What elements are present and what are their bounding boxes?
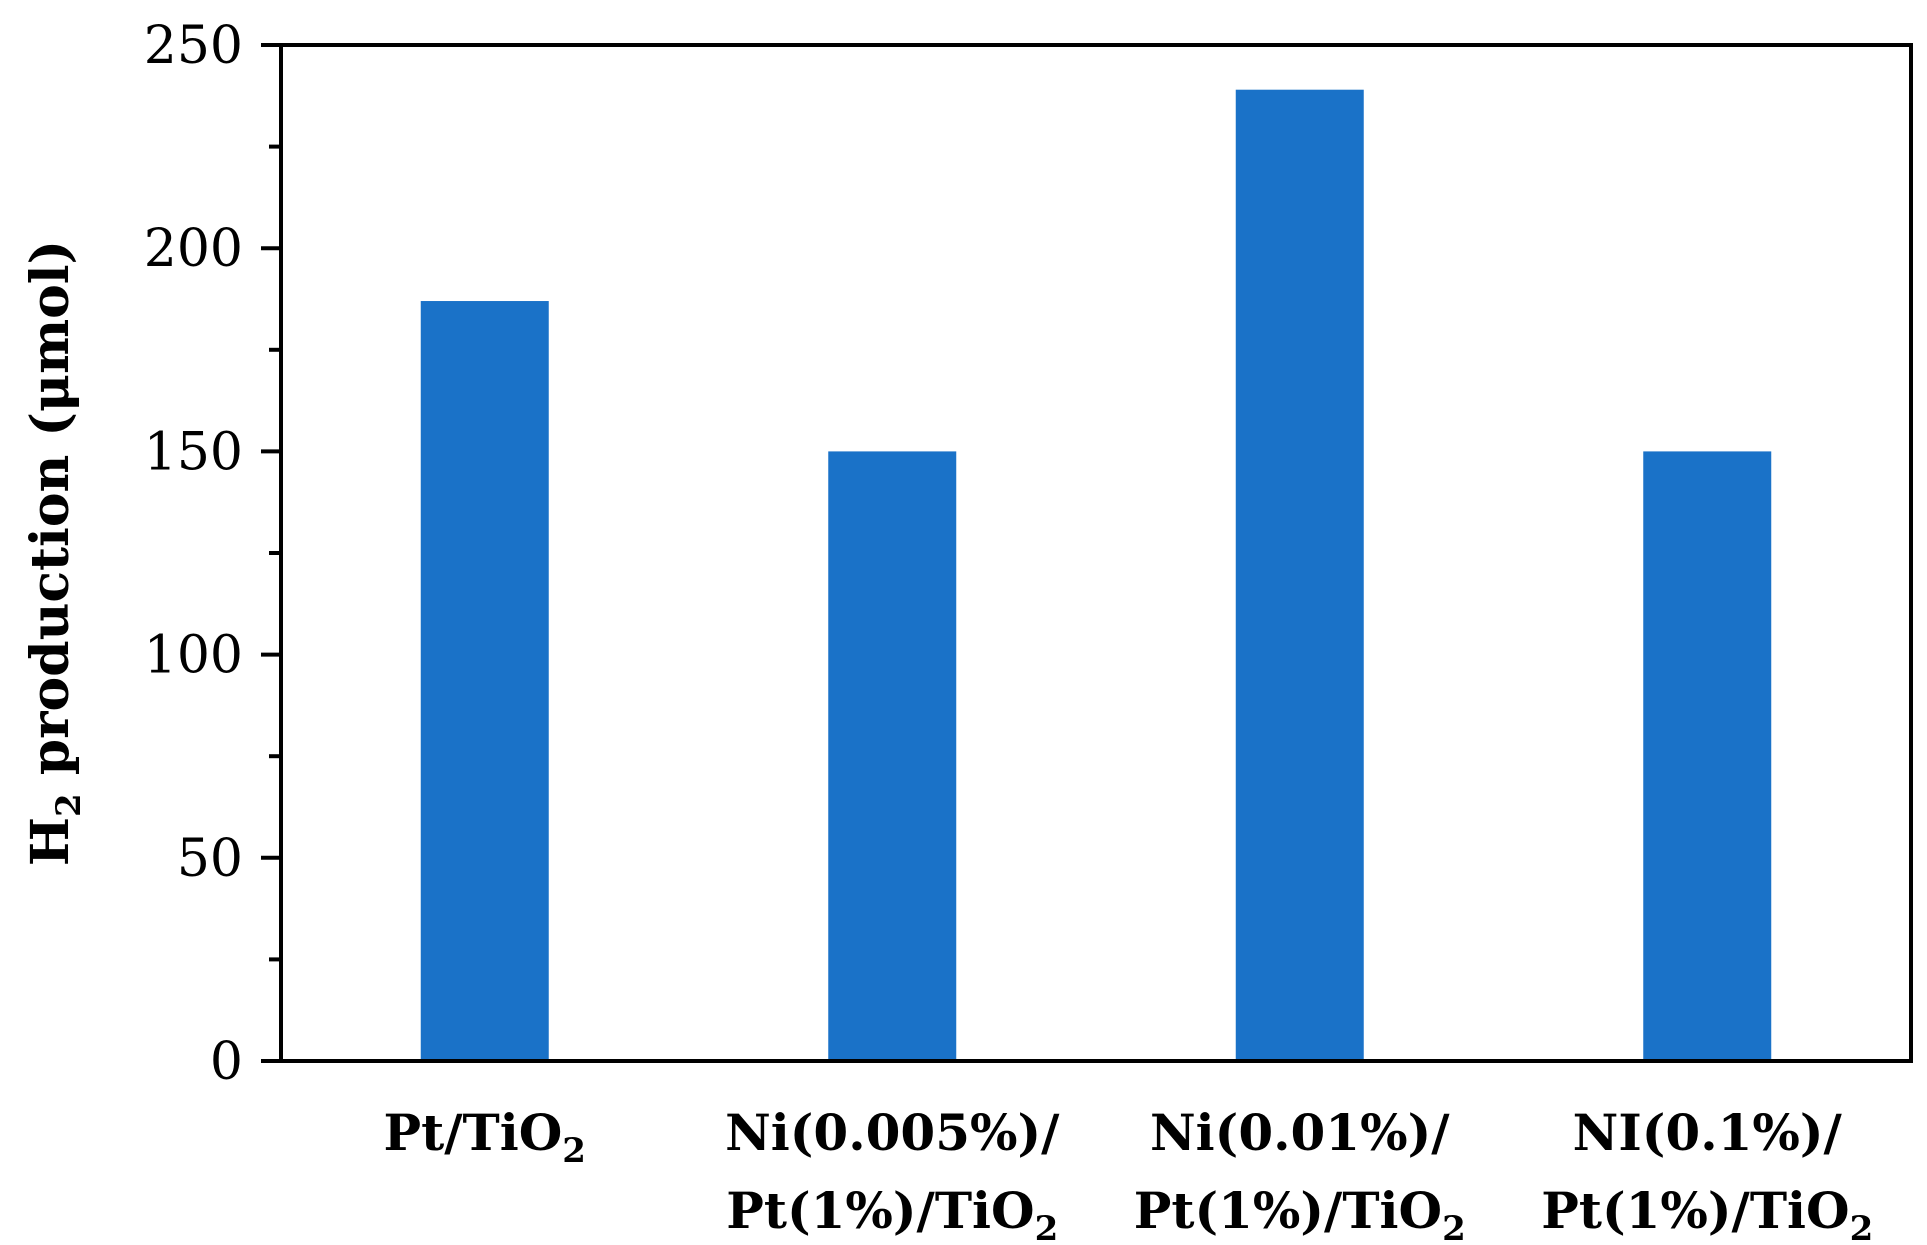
y-axis-label-group: H2 production (μmol) — [20, 240, 89, 866]
bar-2 — [1235, 89, 1364, 1062]
x-category-label-0: Pt/TiO2 — [384, 1103, 586, 1171]
y-axis-label: H2 production (μmol) — [20, 240, 89, 866]
x-label-line1: Ni(0.01%)/ — [1150, 1103, 1450, 1162]
x-label-line1: Pt/TiO2 — [384, 1103, 586, 1171]
y-tick-label: 0 — [210, 1032, 243, 1092]
x-category-label-2: Ni(0.01%)/ Pt(1%)/TiO2 — [1134, 1103, 1466, 1245]
x-category-label-3: NI(0.1%)/ Pt(1%)/TiO2 — [1541, 1103, 1873, 1245]
x-label-line2: Pt(1%)/TiO2 — [726, 1181, 1058, 1245]
x-label-line1: Ni(0.005%)/ — [725, 1103, 1060, 1162]
x-category-label-1: Ni(0.005%)/ Pt(1%)/TiO2 — [725, 1103, 1060, 1245]
bar-0 — [420, 301, 549, 1062]
x-labels-group: Pt/TiO2 Ni(0.005%)/ Pt(1%)/TiO2 Ni(0.01%)/ P… — [384, 1103, 1874, 1245]
y-tick-label: 250 — [144, 16, 243, 76]
x-label-line1: NI(0.1%)/ — [1573, 1103, 1843, 1162]
y-ticks-group: 0 50 100 150 200 250 — [144, 16, 281, 1092]
bars-group — [420, 89, 1772, 1062]
bar-1 — [828, 451, 957, 1061]
bar-3 — [1643, 451, 1772, 1061]
x-label-line2: Pt(1%)/TiO2 — [1134, 1181, 1466, 1245]
x-label-line2: Pt(1%)/TiO2 — [1541, 1181, 1873, 1245]
y-tick-label: 200 — [144, 219, 243, 279]
y-tick-label: 150 — [144, 422, 243, 482]
y-tick-label: 50 — [177, 829, 243, 889]
y-tick-label: 100 — [144, 626, 243, 686]
